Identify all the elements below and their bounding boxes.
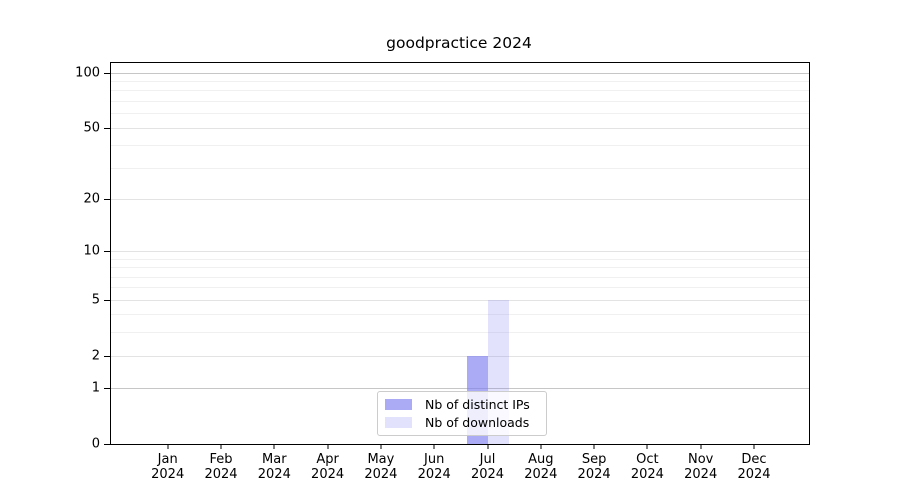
x-tick-year: 2024 <box>151 467 185 482</box>
gridline-minor <box>111 258 809 260</box>
gridline-major <box>111 388 809 390</box>
x-tick-label: Dec 2024 <box>737 452 770 482</box>
x-tick-label: Apr 2024 <box>311 452 344 482</box>
x-tick-mark <box>540 444 542 449</box>
x-tick-month: Sep <box>581 452 607 467</box>
y-tick-label: 50 <box>83 120 100 135</box>
x-tick-label: Mar 2024 <box>258 452 291 482</box>
legend: Nb of distinct IPs Nb of downloads <box>377 391 547 436</box>
x-tick-label: Nov 2024 <box>684 452 717 482</box>
gridline-major <box>111 72 809 74</box>
x-tick-month: Jan <box>157 452 178 467</box>
x-tick-month: May <box>367 452 395 467</box>
y-tick-label: 0 <box>91 436 100 452</box>
gridline-minor <box>111 80 809 82</box>
y-tick-mark <box>104 388 111 390</box>
x-tick-month: Feb <box>209 452 233 467</box>
x-tick-month: Apr <box>316 452 339 467</box>
x-tick-month: Jun <box>424 452 445 467</box>
x-tick-label: Jul 2024 <box>471 452 504 482</box>
y-tick-label: 10 <box>83 243 100 259</box>
legend-swatch-downloads <box>385 417 412 428</box>
y-tick-label: 2 <box>91 348 100 364</box>
y-tick-label: 1 <box>91 380 100 396</box>
gridline-major <box>111 251 809 252</box>
gridline-minor <box>111 267 809 269</box>
x-tick-month: Mar <box>262 452 287 467</box>
x-tick-mark <box>593 444 595 449</box>
x-tick-label: Feb 2024 <box>204 452 237 482</box>
y-tick-mark <box>104 72 111 74</box>
x-tick-label: Oct 2024 <box>631 452 664 482</box>
gridline-major <box>111 299 809 301</box>
x-tick-month: Nov <box>688 452 714 467</box>
gridline-minor <box>111 145 809 147</box>
gridline-minor <box>111 276 809 278</box>
x-tick-mark <box>220 444 222 449</box>
x-tick-year: 2024 <box>257 467 291 482</box>
x-tick-month: Oct <box>636 452 659 467</box>
y-tick-mark <box>104 127 111 129</box>
legend-item-downloads: Nb of downloads <box>385 415 538 430</box>
legend-swatch-distinct-ips <box>385 399 412 410</box>
plot-area: 0 1 2 5 10 20 50 100 Jan 2024 Feb 2024 Mar 2024 Apr 202… <box>75 62 810 482</box>
gridline-minor <box>111 167 809 169</box>
x-tick-mark <box>380 444 382 449</box>
legend-item-distinct-ips: Nb of distinct IPs <box>385 397 538 412</box>
y-tick-mark <box>104 299 111 301</box>
gridline-minor <box>111 90 809 92</box>
x-tick-year: 2024 <box>364 467 398 482</box>
x-tick-label: Sep 2024 <box>578 452 611 482</box>
x-tick-year: 2024 <box>524 467 558 482</box>
gridline-minor <box>111 314 809 316</box>
x-tick-label: Aug 2024 <box>524 452 557 482</box>
gridline-major <box>111 198 809 200</box>
x-tick-month: Jul <box>479 452 496 467</box>
x-tick-year: 2024 <box>470 467 505 482</box>
x-tick-mark <box>646 444 648 449</box>
gridline-minor <box>111 113 809 115</box>
y-tick-mark <box>104 251 111 252</box>
y-tick-mark <box>104 355 111 357</box>
x-tick-mark <box>273 444 275 449</box>
x-tick-mark <box>700 444 702 449</box>
x-tick-label: Jun 2024 <box>418 452 451 482</box>
x-tick-year: 2024 <box>311 467 345 482</box>
x-tick-mark <box>433 444 435 449</box>
gridline-minor <box>111 100 809 102</box>
gridline-major <box>111 355 809 357</box>
y-tick-label: 20 <box>83 191 100 207</box>
y-tick-mark <box>104 444 111 445</box>
gridline-major <box>111 127 809 129</box>
x-tick-label: May 2024 <box>364 452 397 482</box>
y-tick-label: 5 <box>91 292 100 308</box>
legend-label-downloads: Nb of downloads <box>425 415 530 430</box>
y-tick-mark <box>104 198 111 200</box>
x-tick-year: 2024 <box>204 467 238 482</box>
chart-title: goodpractice 2024 <box>386 34 532 52</box>
x-tick-year: 2024 <box>577 467 611 482</box>
x-tick-mark <box>327 444 329 449</box>
x-tick-mark <box>487 444 488 449</box>
legend-label-distinct-ips: Nb of distinct IPs <box>425 397 530 412</box>
x-tick-month: Dec <box>741 452 767 467</box>
gridline-minor <box>111 287 809 289</box>
x-tick-year: 2024 <box>684 467 718 482</box>
x-tick-year: 2024 <box>417 467 451 482</box>
x-tick-month: Aug <box>528 452 554 467</box>
x-tick-mark <box>167 444 169 449</box>
gridline-minor <box>111 332 809 334</box>
x-tick-mark <box>753 444 755 449</box>
y-tick-label: 100 <box>75 65 100 80</box>
x-tick-label: Jan 2024 <box>151 452 184 482</box>
x-tick-year: 2024 <box>737 467 771 482</box>
x-tick-year: 2024 <box>630 467 664 482</box>
